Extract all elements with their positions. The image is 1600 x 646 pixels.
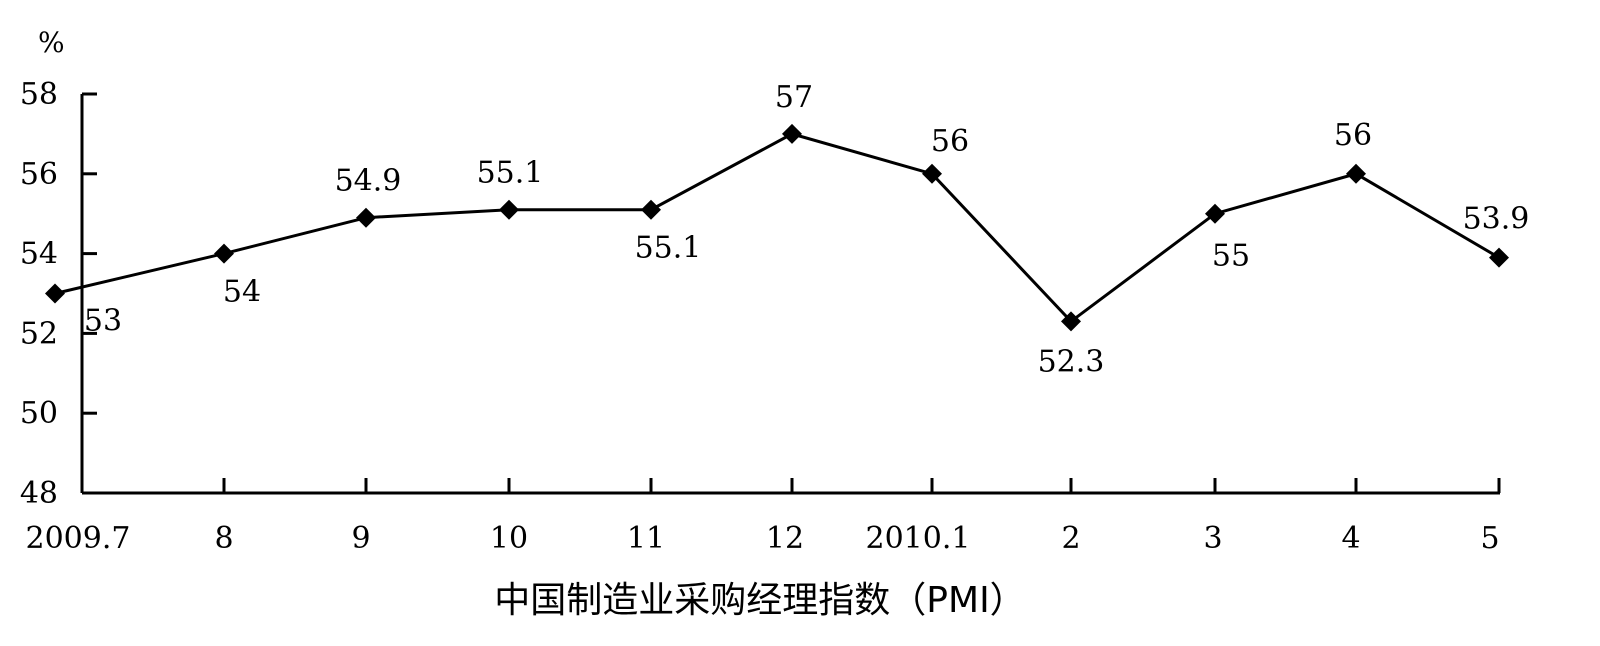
data-point-marker [356, 207, 376, 228]
data-point-marker [922, 163, 942, 184]
x-axis: 2009.7 8 9 10 11 12 2010.1 2 3 4 5 [26, 478, 1501, 556]
y-axis: 48 50 52 54 56 58 [20, 77, 97, 511]
data-label: 56 [1334, 118, 1372, 153]
data-label: 54.9 [335, 164, 402, 199]
y-tick-label: 58 [20, 77, 58, 112]
y-tick-label: 56 [20, 157, 58, 192]
x-tick-label: 2 [1061, 521, 1080, 556]
data-label: 56 [931, 124, 969, 159]
data-point-marker [1489, 247, 1509, 268]
y-tick-label: 50 [20, 396, 58, 431]
y-tick-label: 54 [20, 237, 58, 272]
x-tick-label: 11 [627, 521, 665, 556]
x-tick-label: 3 [1203, 521, 1222, 556]
x-axis-title: 中国制造业采购经理指数（PMI） [494, 580, 1025, 621]
data-label: 55 [1212, 239, 1250, 274]
x-tick-label: 12 [766, 521, 804, 556]
x-tick-label: 5 [1480, 521, 1499, 556]
data-label: 53 [84, 304, 122, 339]
data-label: 55.1 [635, 231, 702, 266]
data-label: 54 [223, 275, 261, 310]
data-point-marker [45, 283, 65, 304]
x-tick-label: 2010.1 [866, 521, 971, 556]
series-line [54, 132, 1500, 324]
x-tick-label: 8 [214, 521, 233, 556]
y-unit-label: % [38, 26, 65, 59]
y-tick-label: 48 [20, 476, 58, 511]
data-point-marker [782, 123, 802, 144]
data-point-marker [641, 199, 661, 220]
data-point-marker [499, 199, 519, 220]
data-label: 52.3 [1038, 344, 1105, 379]
data-label: 53.9 [1463, 202, 1530, 237]
data-label: 57 [775, 80, 813, 115]
data-point-marker [214, 243, 234, 264]
data-point-marker [1061, 311, 1081, 332]
x-tick-label: 4 [1341, 521, 1360, 556]
x-tick-label: 10 [490, 521, 528, 556]
series-layer [45, 123, 1509, 332]
data-label: 55.1 [477, 156, 544, 191]
y-tick-label: 52 [20, 316, 58, 351]
x-tick-label: 9 [351, 521, 370, 556]
data-labels-layer: 53 54 54.9 55.1 55.1 57 56 52.3 55 56 53.9 [84, 80, 1529, 380]
data-point-marker [1205, 203, 1225, 224]
x-tick-label: 2009.7 [26, 521, 131, 556]
data-point-marker [1346, 163, 1366, 184]
